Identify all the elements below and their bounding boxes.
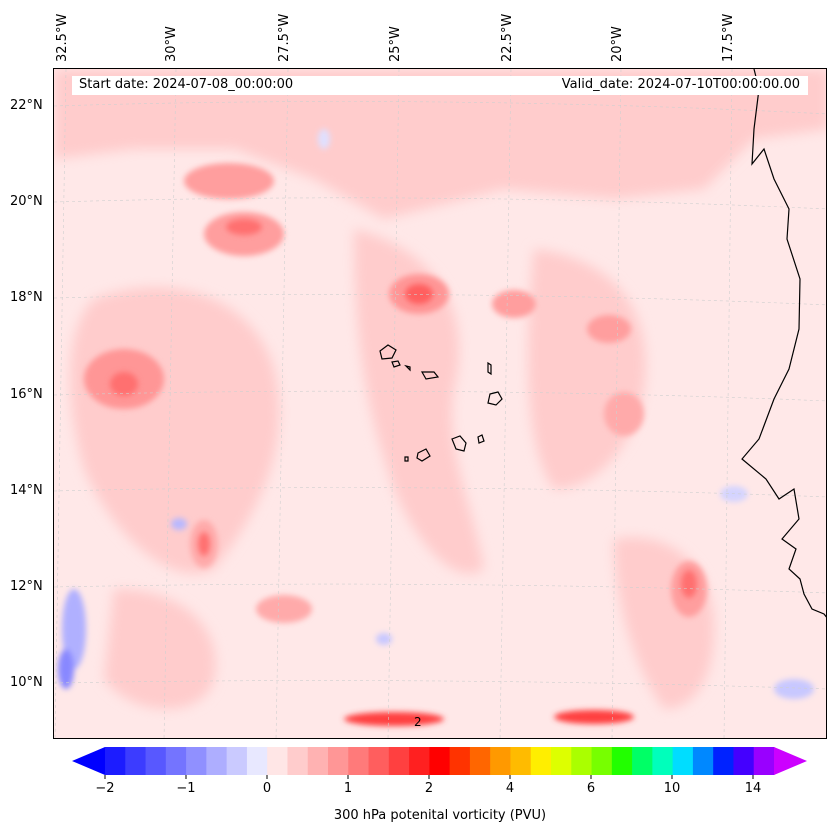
- colorbar-segment: [267, 747, 288, 775]
- colorbar-segment: [105, 747, 126, 775]
- pv-field-map[interactable]: 2: [54, 69, 827, 739]
- colorbar-tick-2: 2: [424, 781, 434, 796]
- colorbar-segment: [125, 747, 147, 775]
- colorbar-segment: [186, 747, 207, 775]
- colorbar-segment: [348, 747, 370, 775]
- lat-label-20n: 20°N: [10, 194, 43, 209]
- colorbar-segment: [449, 747, 471, 775]
- colorbar-tick-marks: [104, 775, 754, 779]
- pv-contours-strong: [110, 219, 697, 726]
- colorbar-segment: [429, 747, 451, 775]
- colorbar-tick-1: 1: [343, 781, 353, 796]
- lon-label-25w: 25°W: [388, 26, 403, 62]
- lon-label-27-5w: 27.5°W: [277, 13, 292, 62]
- colorbar-segment: [652, 747, 674, 775]
- start-date-text: Start date: 2024-07-08_00:00:00: [79, 77, 294, 92]
- pv-contours-light: [54, 69, 826, 709]
- lat-label-18n: 18°N: [10, 290, 43, 305]
- colorbar-segment: [713, 747, 734, 775]
- colorbar-segment: [388, 747, 410, 775]
- lon-label-17-5w: 17.5°W: [721, 13, 736, 62]
- colorbar-segment: [490, 747, 511, 775]
- colorbar-tick-0: 0: [262, 781, 272, 796]
- lon-label-30w: 30°W: [164, 26, 179, 62]
- colorbar-tick-4: 4: [505, 781, 515, 796]
- colorbar-segment: [672, 747, 694, 775]
- colorbar-segment: [692, 747, 714, 775]
- colorbar-segment: [328, 747, 349, 775]
- colorbar-segment: [469, 747, 491, 775]
- lat-label-14n: 14°N: [10, 483, 43, 498]
- colorbar-under-arrow: [72, 747, 105, 775]
- colorbar-segment: [632, 747, 653, 775]
- colorbar-segment: [409, 747, 430, 775]
- colorbar-segments: [105, 747, 775, 775]
- colorbar-segment: [591, 747, 613, 775]
- coastline: [741, 69, 826, 618]
- date-info-bar: Start date: 2024-07-08_00:00:00 Valid_da…: [72, 76, 808, 95]
- lat-label-10n: 10°N: [10, 675, 43, 690]
- colorbar-segment: [611, 747, 633, 775]
- lon-label-32-5w: 32.5°W: [55, 13, 70, 62]
- lon-label-20w: 20°W: [610, 26, 625, 62]
- valid-date-text: Valid_date: 2024-07-10T00:00:00.00: [561, 77, 800, 92]
- colorbar-segment: [551, 747, 572, 775]
- colorbar-segment: [571, 747, 593, 775]
- lon-label-22-5w: 22.5°W: [500, 13, 515, 62]
- colorbar-tick-6: 6: [586, 781, 596, 796]
- colorbar-segment: [145, 747, 167, 775]
- colorbar-label: 300 hPa potenital vorticity (PVU): [333, 808, 547, 823]
- gridlines: [54, 69, 826, 738]
- colorbar-segment: [287, 747, 309, 775]
- colorbar-tick-10: 10: [663, 781, 681, 796]
- colorbar-segment: [165, 747, 187, 775]
- colorbar-segment: [226, 747, 248, 775]
- colorbar-segment: [753, 747, 775, 775]
- colorbar-segment: [246, 747, 268, 775]
- colorbar-segment: [530, 747, 552, 775]
- cape-verde-islands: [379, 344, 503, 462]
- colorbar-segment: [510, 747, 532, 775]
- colorbar-tick-neg1: −1: [176, 781, 196, 796]
- lat-label-16n: 16°N: [10, 387, 43, 402]
- pv-contours-negative: [58, 129, 814, 699]
- map-frame[interactable]: 2: [53, 68, 827, 739]
- colorbar-tick-neg2: −2: [95, 781, 115, 796]
- colorbar[interactable]: [0, 740, 837, 780]
- colorbar-segment: [206, 747, 228, 775]
- lat-label-22n: 22°N: [10, 98, 43, 113]
- lat-label-12n: 12°N: [10, 579, 43, 594]
- colorbar-over-arrow: [774, 747, 807, 775]
- colorbar-tick-14: 14: [744, 781, 762, 796]
- colorbar-segment: [733, 747, 755, 775]
- colorbar-segment: [307, 747, 329, 775]
- contour-value-label: 2: [414, 715, 422, 729]
- colorbar-segment: [368, 747, 390, 775]
